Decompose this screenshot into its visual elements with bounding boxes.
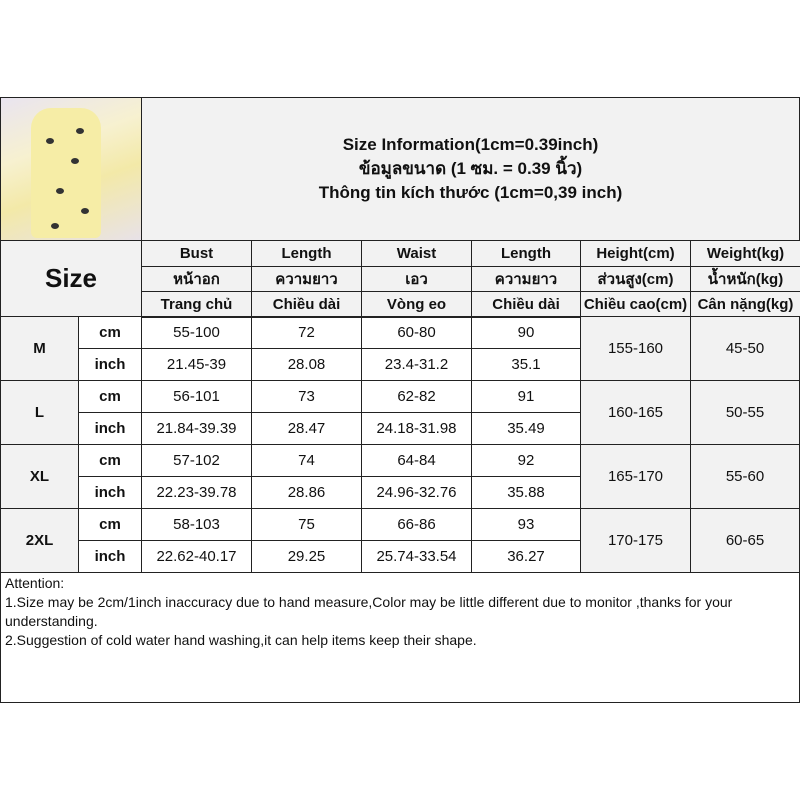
measurement-cell: 91 xyxy=(471,380,581,413)
measurement-cell: 57-102 xyxy=(141,444,252,477)
column-header: หน้าอก xyxy=(141,266,252,292)
measurement-cell: 35.1 xyxy=(471,348,581,381)
print-dot xyxy=(51,223,59,229)
column-header: Chiều cao(cm) xyxy=(580,291,691,318)
unit-label: inch xyxy=(78,412,142,445)
unit-label: cm xyxy=(78,508,142,541)
print-dot xyxy=(71,158,79,164)
measurement-cell: 36.27 xyxy=(471,540,581,573)
measurement-cell: 60-80 xyxy=(361,316,472,349)
measurement-cell: 92 xyxy=(471,444,581,477)
measurement-cell: 35.49 xyxy=(471,412,581,445)
size-label: L xyxy=(0,380,79,445)
size-label: M xyxy=(0,316,79,381)
pajama-figure xyxy=(31,108,101,238)
title-line: Size Information(1cm=0.39inch) xyxy=(342,135,599,154)
column-header: Vòng eo xyxy=(361,291,472,318)
measurement-cell: 73 xyxy=(251,380,362,413)
weight-cell: 60-65 xyxy=(690,508,800,573)
product-photo xyxy=(0,97,142,241)
unit-label: cm xyxy=(78,316,142,349)
attention-line: Attention: xyxy=(5,575,65,591)
height-cell: 170-175 xyxy=(580,508,691,573)
measurement-cell: 56-101 xyxy=(141,380,252,413)
measurement-cell: 28.86 xyxy=(251,476,362,509)
measurement-cell: 74 xyxy=(251,444,362,477)
measurement-cell: 75 xyxy=(251,508,362,541)
column-header: ความยาว xyxy=(251,266,362,292)
print-dot xyxy=(76,128,84,134)
column-header: Weight(kg) xyxy=(690,240,800,267)
column-header: เอว xyxy=(361,266,472,292)
column-header: น้ำหนัก(kg) xyxy=(690,266,800,292)
measurement-cell: 21.84-39.39 xyxy=(141,412,252,445)
attention-notes: Attention: 1.Size may be 2cm/1inch inaccu… xyxy=(0,572,800,703)
height-cell: 165-170 xyxy=(580,444,691,509)
unit-label: inch xyxy=(78,348,142,381)
attention-line: 1.Size may be 2cm/1inch inaccuracy due t… xyxy=(5,594,733,629)
measurement-cell: 93 xyxy=(471,508,581,541)
measurement-cell: 25.74-33.54 xyxy=(361,540,472,573)
title-line: Thông tin kích thước (1cm=0,39 inch) xyxy=(318,183,623,202)
size-info-title: Size Information(1cm=0.39inch) ข้อมูลขนาด… xyxy=(141,97,800,241)
size-label: XL xyxy=(0,444,79,509)
weight-cell: 45-50 xyxy=(690,316,800,381)
weight-cell: 50-55 xyxy=(690,380,800,445)
measurement-cell: 24.18-31.98 xyxy=(361,412,472,445)
print-dot xyxy=(46,138,54,144)
size-label: 2XL xyxy=(0,508,79,573)
title-line: ข้อมูลขนาด (1 ซม. = 0.39 นิ้ว) xyxy=(358,159,583,178)
column-header: Chiều dài xyxy=(251,291,362,318)
size-header: Size xyxy=(0,240,142,317)
column-header: ส่วนสูง(cm) xyxy=(580,266,691,292)
measurement-cell: 35.88 xyxy=(471,476,581,509)
measurement-cell: 28.47 xyxy=(251,412,362,445)
column-header: Bust xyxy=(141,240,252,267)
column-header: Length xyxy=(471,240,581,267)
measurement-cell: 58-103 xyxy=(141,508,252,541)
measurement-cell: 22.23-39.78 xyxy=(141,476,252,509)
column-header: Length xyxy=(251,240,362,267)
column-header: Height(cm) xyxy=(580,240,691,267)
measurement-cell: 23.4-31.2 xyxy=(361,348,472,381)
attention-line: 2.Suggestion of cold water hand washing,… xyxy=(5,632,477,648)
column-header: Waist xyxy=(361,240,472,267)
print-dot xyxy=(81,208,89,214)
unit-label: cm xyxy=(78,380,142,413)
measurement-cell: 55-100 xyxy=(141,316,252,349)
height-cell: 155-160 xyxy=(580,316,691,381)
measurement-cell: 29.25 xyxy=(251,540,362,573)
column-header: ความยาว xyxy=(471,266,581,292)
print-dot xyxy=(56,188,64,194)
measurement-cell: 28.08 xyxy=(251,348,362,381)
height-cell: 160-165 xyxy=(580,380,691,445)
measurement-cell: 64-84 xyxy=(361,444,472,477)
measurement-cell: 24.96-32.76 xyxy=(361,476,472,509)
unit-label: inch xyxy=(78,476,142,509)
measurement-cell: 62-82 xyxy=(361,380,472,413)
unit-label: cm xyxy=(78,444,142,477)
measurement-cell: 21.45-39 xyxy=(141,348,252,381)
column-header: Chiều dài xyxy=(471,291,581,318)
measurement-cell: 72 xyxy=(251,316,362,349)
unit-label: inch xyxy=(78,540,142,573)
measurement-cell: 90 xyxy=(471,316,581,349)
weight-cell: 55-60 xyxy=(690,444,800,509)
measurement-cell: 22.62-40.17 xyxy=(141,540,252,573)
measurement-cell: 66-86 xyxy=(361,508,472,541)
column-header: Cân nặng(kg) xyxy=(690,291,800,318)
column-header: Trang chủ xyxy=(141,291,252,318)
